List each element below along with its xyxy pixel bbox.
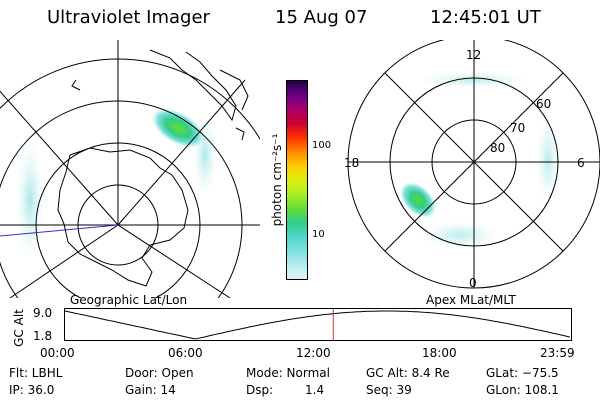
colorbar-unit-label: photon cm⁻²s⁻¹ <box>270 133 284 227</box>
colorbar-tick-100: 100 <box>312 140 332 151</box>
geo-panel-label: Geographic Lat/Lon <box>70 293 188 307</box>
dsp-label: Dsp: <box>246 383 274 397</box>
mlt-label-12: 12 <box>466 48 482 62</box>
mlt-label-0: 0 <box>469 276 477 290</box>
polar-haze-right <box>536 115 560 205</box>
x-tick-1200: 12:00 <box>296 346 331 360</box>
geographic-map <box>0 40 260 298</box>
x-tick-0000: 00:00 <box>40 346 75 360</box>
lat-label-60: 60 <box>536 97 552 111</box>
filter-status: Flt: LBHL <box>9 366 63 380</box>
app-title: Ultraviolet Imager <box>47 7 210 28</box>
x-tick-2359: 23:59 <box>540 346 575 360</box>
mode-status: Mode: Normal <box>246 366 330 380</box>
time-display: 12:45:01 UT <box>430 7 541 28</box>
x-tick-0600: 06:00 <box>168 346 203 360</box>
polar-haze-bottom <box>420 221 500 249</box>
colorbar-tick-10: 10 <box>312 229 325 240</box>
aurora-haze-left <box>16 140 44 260</box>
mlt-label-6: 6 <box>577 156 585 170</box>
gc-alt-status: GC Alt: 8.4 Re <box>366 366 450 380</box>
glon-status: GLon: 108.1 <box>486 383 559 397</box>
lat-label-70: 70 <box>510 121 526 135</box>
door-status: Door: Open <box>125 366 194 380</box>
altitude-curve <box>64 310 571 340</box>
lat-label-80: 80 <box>490 141 506 155</box>
dsp-value: 1.4 <box>305 383 325 397</box>
ip-status: IP: 36.0 <box>9 383 55 397</box>
aurora-blob <box>150 107 206 149</box>
mlt-label-18: 18 <box>344 156 360 170</box>
altitude-y-label: GC Alt <box>12 309 26 347</box>
seq-status: Seq: 39 <box>366 383 412 397</box>
altitude-plot <box>64 308 572 341</box>
polar-panel-label: Apex MLat/MLT <box>426 293 516 307</box>
glat-status: GLat: −75.5 <box>486 366 559 380</box>
gain-status: Gain: 14 <box>125 383 176 397</box>
x-tick-1800: 18:00 <box>422 346 457 360</box>
altitude-y-tick-bottom: 1.8 <box>33 329 53 343</box>
colorbar <box>286 80 308 280</box>
date-display: 15 Aug 07 <box>275 7 368 28</box>
polar-plot <box>347 40 600 289</box>
altitude-y-tick-top: 9.0 <box>33 306 53 320</box>
